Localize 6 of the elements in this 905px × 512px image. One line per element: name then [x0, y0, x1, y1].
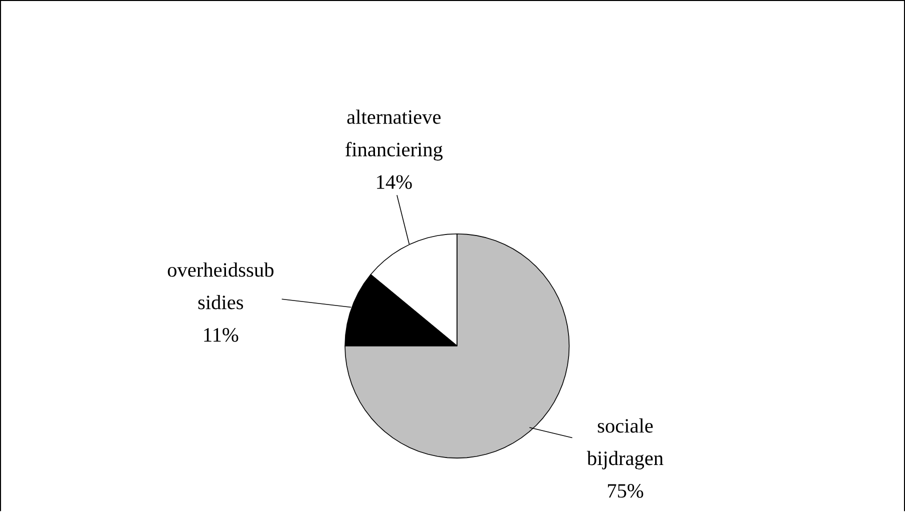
data-label: 11% — [204, 328, 238, 342]
slice-label: sociale bijdragen — [586, 418, 664, 470]
data-label: 14% — [377, 175, 412, 190]
data-label: 75% — [608, 484, 644, 498]
slice-label: overheidssub sidies — [168, 262, 274, 310]
slice-label: alternatieve financiering — [345, 110, 443, 161]
